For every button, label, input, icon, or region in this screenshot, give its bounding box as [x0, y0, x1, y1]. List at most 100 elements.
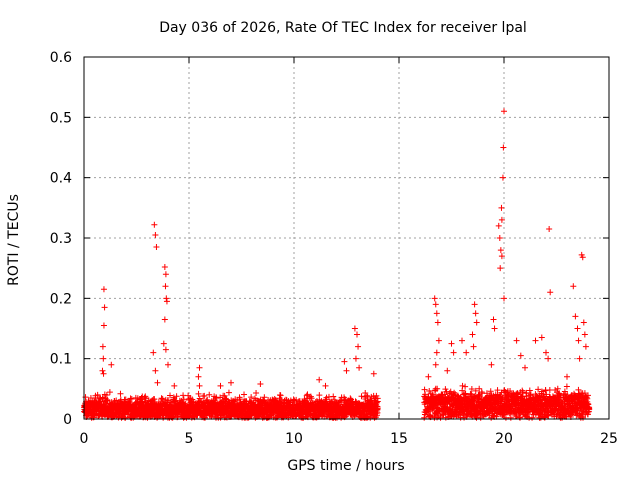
roti-marker — [545, 355, 552, 362]
roti-marker — [100, 286, 107, 293]
roti-marker — [433, 349, 440, 356]
roti-marker — [117, 390, 124, 397]
roti-marker — [332, 399, 339, 406]
roti-marker — [343, 367, 350, 374]
roti-marker — [532, 337, 539, 344]
roti-marker — [99, 367, 106, 374]
roti-marker — [322, 382, 329, 389]
roti-marker — [517, 414, 524, 421]
roti-marker — [529, 414, 536, 421]
roti-marker — [472, 387, 479, 394]
roti-marker — [196, 364, 203, 371]
roti-marker — [173, 393, 180, 400]
roti-marker — [153, 244, 160, 251]
roti-marker — [581, 331, 588, 338]
y-ticks: 0 0.1 0.2 0.3 0.4 0.5 0.6 — [50, 50, 609, 428]
roti-marker — [308, 395, 315, 402]
roti-marker — [442, 386, 449, 393]
x-tick-label: 25 — [600, 431, 618, 447]
roti-marker — [472, 310, 479, 317]
y-tick-label: 0.2 — [50, 291, 72, 307]
roti-marker — [341, 358, 348, 365]
roti-marker — [572, 313, 579, 320]
roti-marker — [547, 289, 554, 296]
roti-marker — [570, 283, 577, 290]
roti-marker — [374, 395, 381, 402]
roti-marker — [161, 263, 168, 270]
roti-marker — [513, 337, 520, 344]
roti-marker — [127, 395, 134, 402]
roti-marker — [152, 367, 159, 374]
roti-marker — [277, 392, 284, 399]
roti-marker — [497, 247, 504, 254]
roti-marker — [564, 373, 570, 380]
roti-marker — [473, 319, 480, 326]
y-axis-label: ROTI / TECUs — [6, 194, 22, 286]
roti-marker — [459, 337, 465, 344]
roti-marker — [421, 386, 428, 393]
roti-marker — [471, 301, 478, 308]
roti-marker — [579, 254, 586, 261]
roti-marker — [491, 325, 498, 332]
roti-marker — [182, 400, 189, 407]
roti-marker — [162, 271, 169, 278]
roti-marker — [185, 392, 192, 399]
roti-marker — [498, 253, 505, 260]
roti-marker — [519, 393, 526, 400]
roti-marker — [151, 396, 158, 403]
roti-marker — [370, 370, 377, 377]
roti-marker — [459, 382, 466, 389]
gridlines — [84, 57, 609, 419]
plot-frame — [83, 56, 610, 420]
roti-marker — [128, 395, 135, 402]
roti-marker — [450, 349, 457, 356]
x-ticks: 0 5 10 15 20 25 — [80, 57, 618, 447]
roti-marker — [462, 383, 469, 390]
x-axis-label: GPS time / hours — [287, 458, 404, 474]
roti-marker — [448, 340, 455, 347]
roti-marker — [363, 392, 370, 399]
roti-marker — [98, 398, 105, 405]
roti-marker — [507, 388, 514, 395]
roti-marker — [434, 319, 441, 326]
roti-marker — [435, 337, 442, 344]
roti-marker — [488, 361, 495, 368]
roti-marker — [356, 364, 363, 371]
roti-marker — [103, 397, 110, 404]
roti-marker — [575, 337, 582, 344]
roti-marker — [228, 379, 234, 386]
roti-marker — [196, 382, 203, 389]
roti-marker — [330, 393, 337, 400]
roti-marker — [108, 361, 115, 368]
roti-marker — [154, 379, 161, 386]
roti-marker — [316, 392, 323, 399]
roti-marker — [257, 381, 264, 388]
roti-marker — [563, 383, 570, 390]
x-tick-label: 10 — [285, 431, 303, 447]
roti-marker — [100, 370, 107, 377]
roti-marker — [517, 352, 524, 359]
roti-marker — [225, 389, 232, 396]
roti-marker — [213, 395, 220, 402]
roti-marker — [469, 331, 476, 338]
roti-marker — [535, 386, 542, 393]
roti-marker — [152, 231, 159, 238]
roti-marker — [196, 395, 203, 402]
roti-marker — [542, 387, 549, 394]
roti-marker — [150, 349, 157, 356]
y-tick-label: 0.3 — [50, 231, 72, 247]
roti-marker — [351, 325, 358, 332]
roti-marker — [108, 399, 115, 406]
roti-marker — [468, 386, 475, 393]
roti-marker — [163, 298, 170, 305]
roti-marker — [100, 322, 107, 329]
roti-marker — [501, 108, 507, 115]
roti-marker — [374, 405, 381, 412]
roti-marker — [433, 310, 440, 317]
roti-marker — [513, 412, 520, 419]
roti-marker — [151, 221, 158, 228]
roti-marker — [171, 382, 178, 389]
roti-marker — [106, 389, 113, 396]
roti-marker — [498, 204, 505, 211]
